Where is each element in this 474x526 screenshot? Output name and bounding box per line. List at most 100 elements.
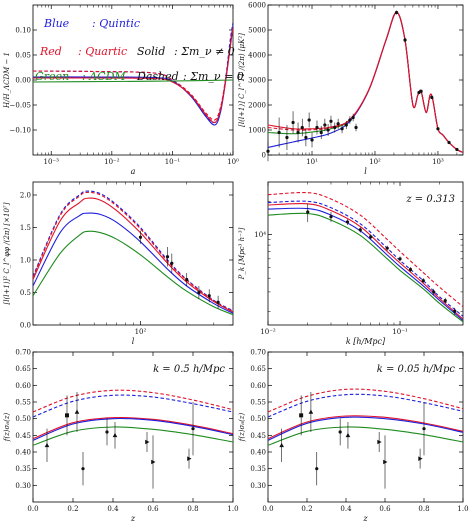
data-point xyxy=(285,135,289,140)
y-tick-label: 0.50 xyxy=(15,415,31,423)
data-point xyxy=(443,299,447,303)
data-point xyxy=(344,123,348,127)
y-tick-label: 0.45 xyxy=(15,432,31,440)
x-tick-label: 10⁻³ xyxy=(44,158,60,166)
x-axis-label: l xyxy=(364,167,367,176)
data-point xyxy=(191,427,195,431)
data-point xyxy=(74,409,80,414)
y-tick-label: 0.50 xyxy=(250,415,266,423)
panel-hubble: 10⁻³ 10⁻² 10⁻¹ 10⁰ −0.10 −0.05 0.00 0.05 0.10 a H/… xyxy=(3,4,244,176)
data-point xyxy=(291,120,295,125)
data-point xyxy=(308,409,314,414)
data-point xyxy=(170,261,174,265)
data-point xyxy=(398,257,402,261)
data-point xyxy=(207,294,211,298)
data-point xyxy=(421,279,425,283)
y-tick-label: 0.35 xyxy=(15,465,31,473)
y-axis-label: f(z)σ₈(z) xyxy=(238,412,246,442)
x-tick-label: 10⁻¹ xyxy=(165,158,181,166)
data-point xyxy=(65,413,69,418)
y-tick-label: 3000 xyxy=(248,77,266,85)
data-point xyxy=(345,220,350,224)
data-point xyxy=(112,432,118,438)
data-point xyxy=(326,128,330,132)
data-point xyxy=(329,119,333,123)
data-point xyxy=(299,413,304,418)
y-axis-label: H/H_ΛCDM − 1 xyxy=(3,52,11,109)
series-line-quartic-solid xyxy=(33,197,233,313)
series-line-quintic-solid xyxy=(268,416,463,441)
x-tick-label: 0.4 xyxy=(340,505,352,513)
data-point xyxy=(383,459,388,465)
data-point xyxy=(296,130,300,135)
plot-frame xyxy=(32,181,234,326)
data-point xyxy=(436,127,440,131)
data-point xyxy=(315,467,319,471)
data-point xyxy=(394,10,399,15)
data-point xyxy=(197,290,201,295)
data-point xyxy=(300,125,304,130)
series-line-lcdm-solid xyxy=(33,230,233,316)
x-tick-label: 10¹ xyxy=(306,158,318,166)
y-tick-label: 1000 xyxy=(248,127,266,135)
data-point xyxy=(277,130,281,135)
data-point xyxy=(187,456,192,461)
data-point xyxy=(81,467,85,471)
data-point xyxy=(307,118,311,122)
data-point xyxy=(138,235,143,239)
data-point xyxy=(418,456,423,461)
data-point xyxy=(304,135,308,140)
panel-annotation: k = 0.5 h/Mpc xyxy=(153,364,225,375)
data-point xyxy=(345,432,351,438)
y-tick-label: 0.55 xyxy=(250,399,266,407)
series-line-lcdm-solid xyxy=(268,212,463,323)
x-axis-label: a xyxy=(131,167,136,176)
data-point xyxy=(310,138,314,142)
series-group xyxy=(268,11,463,154)
y-tick-label: 0.70 xyxy=(15,349,31,357)
series-line-quartic-dashed xyxy=(268,191,463,308)
y-tick-label: 0.60 xyxy=(15,382,31,390)
y-tick-label: 4000 xyxy=(248,52,266,60)
y-tick-label: 0.70 xyxy=(250,349,266,357)
series-line-lcdm-solid xyxy=(268,426,463,446)
plot-frame xyxy=(267,181,464,326)
data-point xyxy=(306,210,310,214)
data-point xyxy=(432,290,436,294)
data-point xyxy=(216,300,220,304)
data-point xyxy=(266,149,270,153)
y-tick-label: 0.40 xyxy=(15,449,31,457)
data-point xyxy=(333,125,337,130)
data-point xyxy=(319,130,323,135)
legend-solid: Solid xyxy=(137,45,165,58)
x-axis-label: k [h/Mpc] xyxy=(346,337,386,346)
x-tick-label: 0.8 xyxy=(418,505,429,513)
y-tick-label: 0.60 xyxy=(250,382,266,390)
y-tick-label: 2.0 xyxy=(20,192,31,200)
y-tick-label: 6000 xyxy=(248,2,266,10)
data-point xyxy=(279,442,284,448)
y-tick-label: 5000 xyxy=(248,27,266,35)
data-point xyxy=(354,125,358,130)
plot-growth-k05: 0.0 0.2 0.4 0.6 0.8 1.0 0.30 0.35 0.40 0.45 0.50 0.… xyxy=(3,349,239,524)
y-tick-label: 0.30 xyxy=(250,482,266,490)
y-tick-label: 0.55 xyxy=(15,399,31,407)
y-tick-label: 0.65 xyxy=(15,365,31,373)
y-tick-label: 1.0 xyxy=(20,257,31,265)
plot-frame xyxy=(32,4,234,156)
series-line-quartic-dashed xyxy=(268,11,463,154)
legend-blue: Blue xyxy=(43,17,70,30)
x-axis-label: z xyxy=(362,514,368,523)
y-tick-label: −0.10 xyxy=(10,127,31,135)
x-tick-label: 0.2 xyxy=(301,505,312,513)
data-point xyxy=(385,246,389,250)
series-line-quartic-solid xyxy=(33,27,233,124)
series-line-quintic-solid xyxy=(33,212,233,314)
data-point xyxy=(377,439,382,445)
y-tick-label: 0.40 xyxy=(250,449,266,457)
x-axis-label: l xyxy=(132,337,135,346)
series-line-quartic-solid xyxy=(33,416,233,440)
plot-cmb-tt: 10¹ 10² 10³ 0 1000 2000 3000 4000 5000 6000 l [l(l+… xyxy=(238,2,464,176)
series-line-quartic-dashed xyxy=(33,389,233,413)
data-point xyxy=(419,89,423,93)
